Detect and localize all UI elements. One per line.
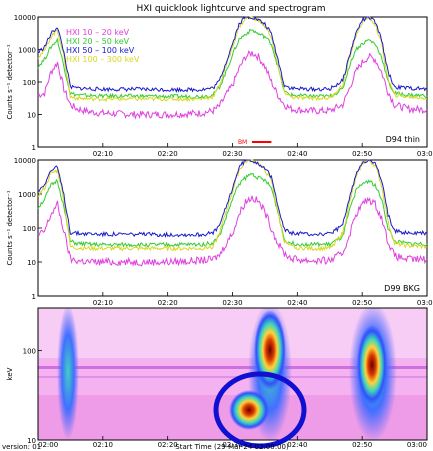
ytick-label: 10 [27, 112, 36, 120]
panel-bottom-xticks: 02:00 02:10 02:20 02:30 02:40 02:50 03:00 [37, 436, 428, 449]
xtick-label: 02:30 [222, 441, 242, 449]
xtick-label: 02:10 [93, 299, 113, 307]
series-line-0 [37, 195, 428, 267]
xtick-label: 03:00 [417, 299, 433, 307]
xtick-label: 02:50 [352, 299, 372, 307]
legend-entry: HXI 100 – 300 keV [66, 55, 140, 64]
ytick-label: 1000 [18, 47, 36, 55]
panel-top-xticks: 02:10 02:20 02:30 02:40 02:50 03:00 [93, 143, 433, 158]
xtick-label: 02:10 [93, 441, 113, 449]
highlight-ellipse [213, 371, 307, 449]
spectrogram-blob-early [57, 308, 79, 440]
series-line-1 [37, 28, 428, 100]
spectrogram-blob-flare2-high [357, 325, 387, 405]
panel-middle-ylabel: Counts s⁻¹ detector⁻¹ [6, 190, 14, 265]
figure-title: HXI quicklook lightcurve and spectrogram [136, 4, 325, 14]
spectrogram-blob-flare1-high [254, 310, 286, 390]
series-line-2 [38, 16, 428, 93]
panel-bottom-yticks: 10 100 [23, 348, 42, 445]
bm-annotation-label: BM [238, 139, 247, 146]
panel-middle-series [37, 159, 428, 267]
legend-entry: HXI 20 – 50 keV [66, 37, 130, 46]
ytick-label: 1000 [18, 191, 36, 199]
spectrogram-blob-flare1-low [229, 390, 269, 430]
xtick-label: 02:20 [158, 441, 178, 449]
legend-entry: HXI 50 – 100 keV [66, 46, 135, 55]
series-line-3 [37, 159, 428, 253]
panel-middle-xticks: 02:10 02:20 02:30 02:40 02:50 03:00 [93, 292, 433, 307]
spectrogram-band-line-1 [38, 366, 427, 369]
version-label: version: 01 [2, 443, 41, 451]
ytick-label: 10000 [14, 14, 36, 22]
xtick-label: 02:00 [38, 441, 58, 449]
xtick-label: 02:30 [222, 299, 242, 307]
xtick-label: 02:40 [287, 441, 307, 449]
series-line-3 [37, 16, 428, 103]
xtick-label: 03:00 [417, 150, 433, 158]
panel-top-series [37, 16, 428, 120]
panel-middle-lightcurve: Counts s⁻¹ detector⁻¹ 1 10 100 1000 10000 02… [6, 157, 433, 307]
legend-entry: HXI 10 – 20 keV [66, 28, 130, 37]
series-line-1 [37, 172, 428, 249]
series-line-0 [37, 49, 428, 120]
xtick-label: 02:20 [158, 299, 178, 307]
panel-middle-detector-label: D99 BKG [384, 284, 420, 293]
xtick-label: 03:00 [407, 441, 427, 449]
xtick-label: 02:50 [352, 441, 372, 449]
xtick-label: 02:10 [93, 150, 113, 158]
xtick-label: 02:50 [352, 150, 372, 158]
panel-bottom-spectrogram: keV 10 100 02:00 02:10 02:20 02:30 02:40 02:50… [2, 307, 428, 451]
ytick-label: 10000 [14, 157, 36, 165]
ytick-label: 10 [27, 259, 36, 267]
panel-top-detector-label: D94 thin [386, 135, 420, 144]
panel-top-ylabel: Counts s⁻¹ detector⁻¹ [6, 44, 14, 119]
panel-top-lightcurve: Counts s⁻¹ detector⁻¹ 1 10 100 1000 10000 02… [6, 14, 433, 158]
xtick-label: 02:40 [287, 299, 307, 307]
panel-bottom-ylabel: keV [6, 367, 14, 380]
panel-middle-yticks: 1 10 100 1000 10000 [14, 157, 42, 301]
ytick-label: 100 [23, 225, 36, 233]
ytick-label: 100 [23, 348, 36, 356]
ytick-label: 10 [27, 437, 36, 445]
spectrogram-band-line-2 [38, 376, 427, 378]
xtick-label: 02:30 [222, 150, 242, 158]
ytick-label: 1 [32, 293, 36, 301]
spectrogram-image [38, 308, 427, 440]
ytick-label: 1 [32, 144, 36, 152]
ytick-label: 100 [23, 79, 36, 87]
xtick-label: 02:20 [158, 150, 178, 158]
series-line-2 [37, 159, 428, 239]
panel-bottom-xlabel: Start Time (29-Mar-24 02:00:00) [175, 443, 289, 451]
xtick-label: 02:40 [287, 150, 307, 158]
